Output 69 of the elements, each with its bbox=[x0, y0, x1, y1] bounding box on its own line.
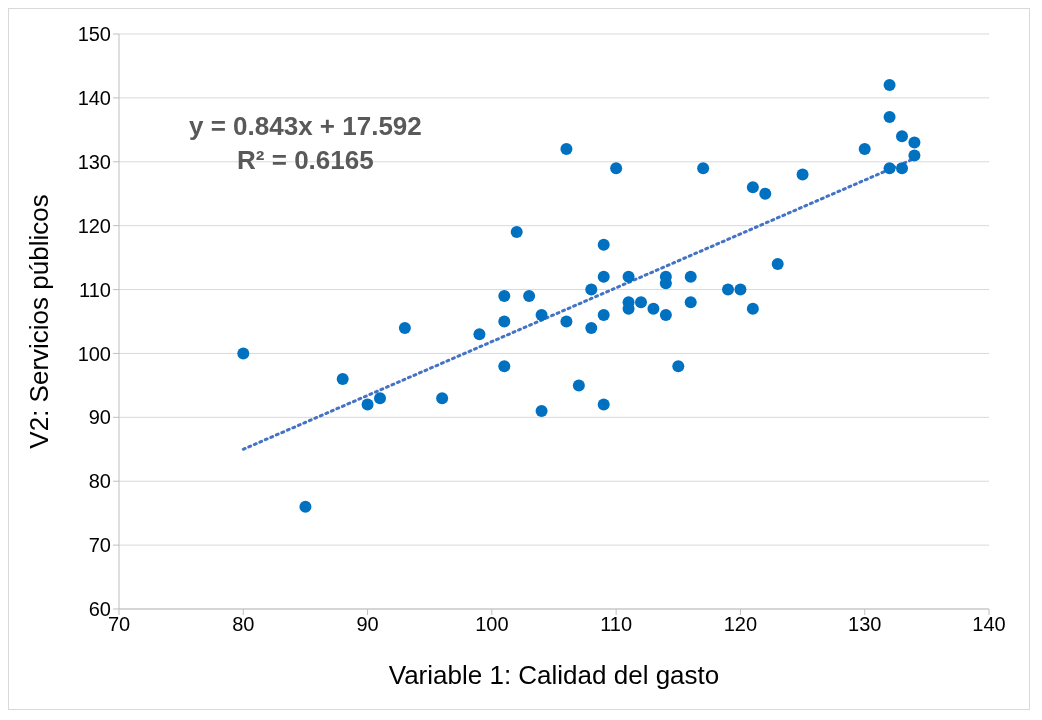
point bbox=[498, 289, 511, 302]
y-tick-label: 60 bbox=[88, 598, 111, 621]
y-tick-label: 100 bbox=[77, 342, 111, 365]
point bbox=[436, 392, 449, 405]
point bbox=[299, 500, 312, 513]
point bbox=[597, 270, 610, 283]
point bbox=[622, 270, 635, 283]
point bbox=[908, 136, 921, 149]
y-tick-label: 110 bbox=[79, 278, 111, 301]
x-tick-label: 90 bbox=[356, 613, 379, 636]
y-tick-label: 120 bbox=[77, 214, 111, 237]
point bbox=[883, 162, 896, 175]
point bbox=[572, 379, 585, 392]
point bbox=[237, 347, 250, 360]
point bbox=[771, 258, 784, 270]
point bbox=[734, 283, 747, 296]
annotation: R² = 0.6165 bbox=[236, 144, 375, 177]
point bbox=[635, 296, 647, 309]
point bbox=[473, 328, 486, 341]
point bbox=[858, 143, 871, 155]
point bbox=[560, 315, 573, 328]
y-tick-label: 150 bbox=[77, 23, 111, 46]
y-axis-title: V2: Servicios públicos bbox=[24, 194, 55, 449]
point bbox=[896, 162, 908, 175]
y-tick-label: 140 bbox=[77, 86, 111, 109]
point bbox=[684, 270, 697, 283]
point bbox=[597, 398, 610, 411]
point bbox=[585, 321, 598, 334]
point bbox=[597, 309, 610, 322]
point bbox=[585, 283, 598, 296]
x-tick-label: 130 bbox=[848, 613, 882, 636]
point bbox=[684, 296, 697, 309]
point bbox=[647, 302, 660, 315]
point bbox=[883, 111, 896, 124]
point bbox=[759, 187, 772, 200]
x-tick-label: 140 bbox=[972, 613, 1006, 636]
y-tick-label: 130 bbox=[77, 150, 111, 173]
point bbox=[361, 398, 374, 411]
x-tick-label: 100 bbox=[475, 613, 509, 636]
x-tick-label: 80 bbox=[232, 613, 255, 636]
point bbox=[336, 373, 349, 385]
point bbox=[746, 302, 759, 315]
point bbox=[535, 309, 548, 322]
point bbox=[560, 143, 573, 155]
point bbox=[610, 162, 623, 175]
point bbox=[535, 404, 548, 417]
point bbox=[597, 238, 610, 251]
point bbox=[883, 79, 896, 92]
point bbox=[498, 360, 511, 373]
point bbox=[523, 289, 536, 302]
point bbox=[796, 168, 809, 181]
point bbox=[697, 162, 710, 175]
y-tick-label: 80 bbox=[88, 470, 111, 493]
annotation: y = 0.843x + 17.592 bbox=[189, 110, 422, 143]
point bbox=[746, 181, 759, 194]
x-tick-label: 110 bbox=[600, 613, 633, 636]
point bbox=[398, 321, 411, 334]
point bbox=[722, 283, 734, 296]
point bbox=[510, 226, 523, 239]
point bbox=[896, 130, 908, 143]
y-tick-label: 90 bbox=[88, 406, 111, 429]
x-tick-label: 120 bbox=[723, 613, 758, 636]
point bbox=[908, 149, 921, 162]
point bbox=[659, 309, 672, 322]
point bbox=[498, 315, 511, 328]
y-tick-label: 70 bbox=[88, 534, 111, 557]
x-axis-title: Variable 1: Calidad del gasto bbox=[388, 660, 720, 690]
point bbox=[374, 392, 386, 405]
point bbox=[672, 360, 685, 373]
